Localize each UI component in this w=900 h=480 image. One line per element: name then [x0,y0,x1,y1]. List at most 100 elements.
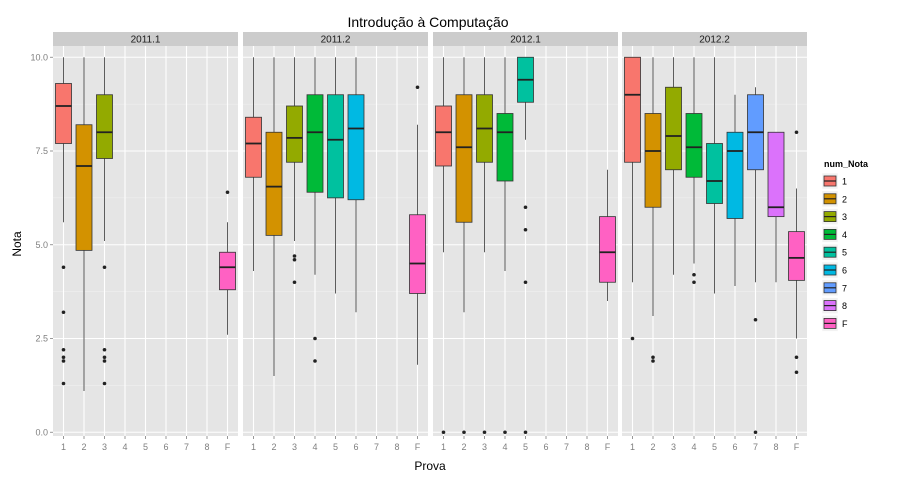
y-tick-label: 0.0 [35,427,48,437]
x-tick-label: 5 [143,442,148,452]
x-tick-label: F [415,442,421,452]
outlier-point [630,336,635,341]
y-axis: 0.0 2.5 5.0 7.5 10.0 [30,52,53,437]
outlier-point [102,265,107,270]
legend-item-F: F [821,315,848,332]
outlier-point [61,381,66,386]
outlier-point [441,430,446,435]
box-2 [644,57,662,363]
box-body [327,94,344,199]
box-1 [624,56,641,341]
outlier-point [523,227,528,232]
outlier-point [102,381,107,386]
box-body [706,143,723,204]
outlier-point [102,359,107,363]
legend-label: 2 [842,194,847,204]
y-tick-label: 10.0 [30,52,48,62]
legend-items: 1 2 3 4 5 6 7 8 F [821,172,848,332]
outlier-point [753,317,758,322]
box-5 [517,56,534,435]
box-6 [726,94,744,286]
box-2 [455,57,473,435]
box-1 [55,57,72,386]
outlier-point [61,347,66,352]
outlier-point [503,430,507,435]
panel-2012.2: 2012.2 1 2 3 4 5 6 7 8 F [622,32,807,452]
x-tick-label: 6 [732,442,737,452]
x-tick-label: 4 [691,442,696,452]
box-4 [685,57,703,285]
box-3 [476,57,493,435]
outlier-point [523,280,528,285]
box-body [306,94,324,193]
x-tick-label: 1 [630,442,635,452]
outlier-point [794,355,799,360]
x-tick-label: 2 [81,442,86,452]
box-body [767,131,785,218]
panel-2011.1: 2011.1 1 2 3 4 5 6 7 8 F [53,32,238,452]
box-body [644,113,662,208]
x-tick-label: 8 [204,442,209,452]
outlier-point [292,280,297,285]
legend-title: num_Nota [824,159,869,169]
legend-item-7: 7 [821,279,847,297]
box-4 [496,57,514,435]
legend-label: 8 [842,301,847,311]
box-body [75,124,93,251]
x-tick-label: F [605,442,611,452]
box-F [599,169,616,301]
x-tick-label: 3 [102,442,107,452]
x-tick-label: 6 [163,442,168,452]
box-body [455,94,473,223]
outlier-point [292,254,297,258]
y-tick-label: 2.5 [35,334,48,344]
legend-label: 5 [842,248,847,258]
panel-2011.2: 2011.2 1 2 3 4 5 6 7 8 F [243,32,428,452]
x-tick-label: 7 [564,442,569,452]
facet-strip [243,32,428,46]
legend-item-3: 3 [821,208,847,225]
box-body [726,131,744,219]
facet-label: 2012.2 [699,35,730,46]
box-3 [96,57,113,386]
y-tick-label: 5.0 [35,240,48,250]
x-tick-label: F [225,442,231,452]
outlier-point [482,430,487,435]
outlier-point [692,280,696,285]
box-3 [286,57,303,285]
chart-title: Introdução à Computação [347,14,508,30]
facet-strip [53,32,238,46]
box-body [665,86,682,171]
box-body [96,94,113,159]
legend-item-6: 6 [821,261,847,279]
box-body [286,105,303,163]
outlier-point [794,130,799,135]
legend-item-2: 2 [821,190,847,208]
box-body [788,231,805,281]
x-tick-label: 6 [543,442,548,452]
legend-label: F [842,319,848,329]
x-tick-label: 3 [292,442,297,452]
box-2 [265,57,283,376]
x-tick-label: 7 [184,442,189,452]
box-4 [306,57,324,363]
legend-item-5: 5 [821,243,847,261]
x-axis-title: Prova [414,459,446,473]
facet-strip [433,32,618,46]
outlier-point [313,336,317,341]
x-tick-label: 4 [502,442,507,452]
box-body [624,56,641,163]
outlier-point [61,265,66,270]
outlier-point [651,355,655,360]
x-tick-label: 1 [441,442,446,452]
y-axis-title: Nota [10,231,24,257]
box-body [435,105,452,167]
box-8 [767,131,785,283]
facet-label: 2012.1 [510,35,541,46]
x-tick-label: 3 [482,442,487,452]
box-3 [665,57,682,275]
outlier-point [794,370,799,375]
x-tick-label: 2 [461,442,466,452]
x-tick-label: 8 [394,442,399,452]
